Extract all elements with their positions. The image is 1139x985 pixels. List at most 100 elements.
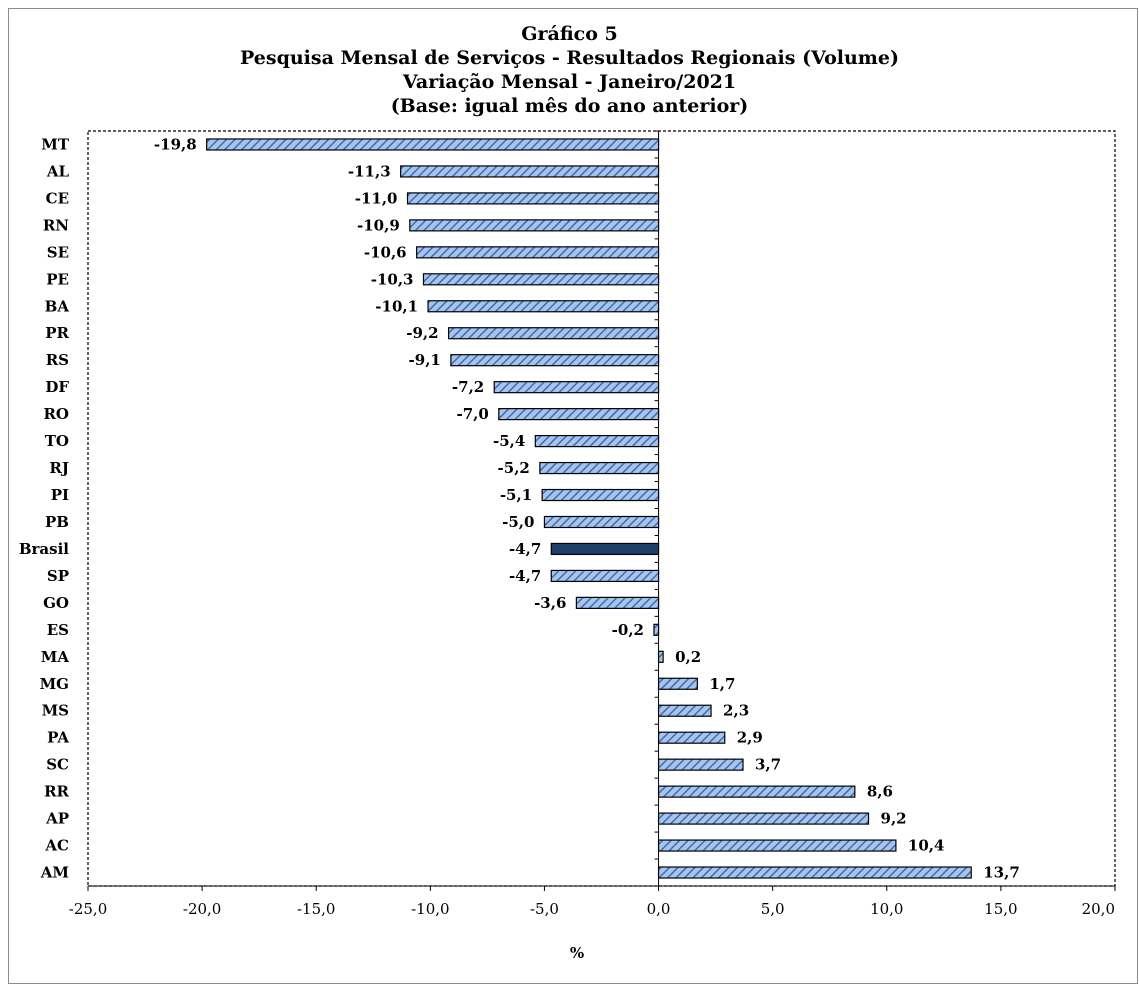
bar-brasil bbox=[550, 542, 660, 556]
x-tick-label: 0,0 bbox=[647, 900, 671, 918]
data-label: -5,4 bbox=[493, 432, 525, 450]
bar-pb bbox=[543, 515, 660, 529]
data-label: -5,2 bbox=[498, 459, 530, 477]
bar-ms bbox=[657, 704, 712, 717]
category-label: RS bbox=[46, 351, 69, 369]
chart-title-block: Gráfico 5 Pesquisa Mensal de Serviços - … bbox=[0, 22, 1139, 118]
bar-mg bbox=[657, 677, 698, 690]
data-label: -10,6 bbox=[364, 243, 407, 261]
data-label: -5,1 bbox=[500, 486, 532, 504]
plot-area-border bbox=[87, 130, 1116, 887]
x-tick-label: 5,0 bbox=[761, 900, 785, 918]
category-label: RN bbox=[43, 216, 69, 234]
data-label: 0,2 bbox=[675, 648, 701, 666]
category-label: ES bbox=[47, 621, 69, 639]
category-label: MA bbox=[41, 648, 70, 666]
category-label: AC bbox=[44, 837, 69, 855]
bar-pi bbox=[541, 488, 660, 502]
bar-es bbox=[653, 623, 660, 636]
category-label: MG bbox=[40, 675, 69, 693]
bar-rj bbox=[539, 461, 660, 475]
x-tick-label: -25,0 bbox=[69, 900, 107, 918]
category-label: RO bbox=[43, 405, 69, 423]
bar-ce bbox=[406, 192, 660, 205]
bar-ap bbox=[657, 812, 870, 825]
category-label: DF bbox=[45, 378, 69, 396]
category-label: SP bbox=[47, 567, 69, 585]
category-label: SE bbox=[47, 243, 69, 261]
category-label: CE bbox=[46, 189, 69, 207]
bar-rn bbox=[409, 219, 660, 232]
data-label: 2,3 bbox=[723, 702, 749, 720]
bar-ba bbox=[427, 300, 660, 313]
bar-ac bbox=[657, 839, 897, 852]
chart-title: Gráfico 5 bbox=[521, 23, 618, 45]
category-label: RR bbox=[44, 783, 69, 801]
x-axis-label: % bbox=[570, 944, 584, 962]
bar-df bbox=[493, 381, 660, 394]
category-label: MT bbox=[41, 135, 70, 153]
x-tick-label: -20,0 bbox=[183, 900, 221, 918]
x-tick-label: 15,0 bbox=[984, 900, 1017, 918]
category-label: PA bbox=[47, 729, 69, 747]
category-label: AL bbox=[46, 162, 70, 180]
data-label: -9,2 bbox=[406, 324, 438, 342]
category-label: AM bbox=[40, 864, 69, 882]
chart-frame bbox=[8, 8, 1138, 984]
bar-go bbox=[575, 596, 660, 609]
category-label: Brasil bbox=[19, 540, 69, 558]
data-label: -4,7 bbox=[509, 540, 541, 558]
bar-ro bbox=[498, 408, 660, 421]
data-label: -0,2 bbox=[612, 621, 644, 639]
data-label: -9,1 bbox=[409, 351, 441, 369]
bar-rs bbox=[450, 354, 660, 367]
bar-pa bbox=[657, 731, 726, 744]
data-label: 1,7 bbox=[709, 675, 735, 693]
bar-rr bbox=[657, 785, 856, 798]
bar-sc bbox=[657, 758, 744, 771]
category-label: PB bbox=[45, 513, 69, 531]
data-label: -3,6 bbox=[534, 594, 566, 612]
bar-al bbox=[400, 165, 660, 178]
chart-subtitle-1: Pesquisa Mensal de Serviços - Resultados… bbox=[240, 47, 899, 69]
bar-se bbox=[416, 246, 660, 259]
bar-to bbox=[534, 434, 660, 448]
category-label: BA bbox=[45, 297, 70, 315]
data-label: -10,3 bbox=[371, 270, 414, 288]
category-label: PI bbox=[51, 486, 69, 504]
category-label: RJ bbox=[49, 459, 69, 477]
data-label: 3,7 bbox=[755, 756, 781, 774]
bar-am bbox=[657, 866, 972, 879]
x-tick-label: 20,0 bbox=[1082, 900, 1115, 918]
chart-subtitle-2: Variação Mensal - Janeiro/2021 bbox=[402, 71, 737, 93]
x-tick-label: 10,0 bbox=[870, 900, 903, 918]
data-label: -10,1 bbox=[375, 297, 418, 315]
category-label: PR bbox=[45, 324, 69, 342]
bar-pe bbox=[422, 273, 660, 286]
chart-subtitle-3: (Base: igual mês do ano anterior) bbox=[390, 95, 749, 117]
category-label: TO bbox=[45, 432, 69, 450]
x-tick-label: -5,0 bbox=[530, 900, 559, 918]
data-label: 9,2 bbox=[881, 810, 907, 828]
data-label: -7,2 bbox=[452, 378, 484, 396]
category-label: PE bbox=[46, 270, 69, 288]
data-label: -10,9 bbox=[357, 216, 400, 234]
category-label: SC bbox=[46, 756, 69, 774]
data-label: 8,6 bbox=[867, 783, 893, 801]
data-label: -11,3 bbox=[348, 162, 391, 180]
category-label: GO bbox=[43, 594, 69, 612]
x-tick-label: -15,0 bbox=[297, 900, 335, 918]
data-label: 2,9 bbox=[737, 729, 763, 747]
data-label: -19,8 bbox=[154, 135, 197, 153]
data-label: 10,4 bbox=[908, 837, 945, 855]
data-label: -4,7 bbox=[509, 567, 541, 585]
bar-pr bbox=[447, 327, 660, 340]
bar-ma bbox=[657, 650, 664, 663]
category-label: AP bbox=[45, 810, 69, 828]
x-tick-label: -10,0 bbox=[411, 900, 449, 918]
bar-mt bbox=[206, 138, 660, 151]
data-label: -5,0 bbox=[502, 513, 534, 531]
data-label: -7,0 bbox=[456, 405, 488, 423]
data-label: -11,0 bbox=[355, 189, 398, 207]
